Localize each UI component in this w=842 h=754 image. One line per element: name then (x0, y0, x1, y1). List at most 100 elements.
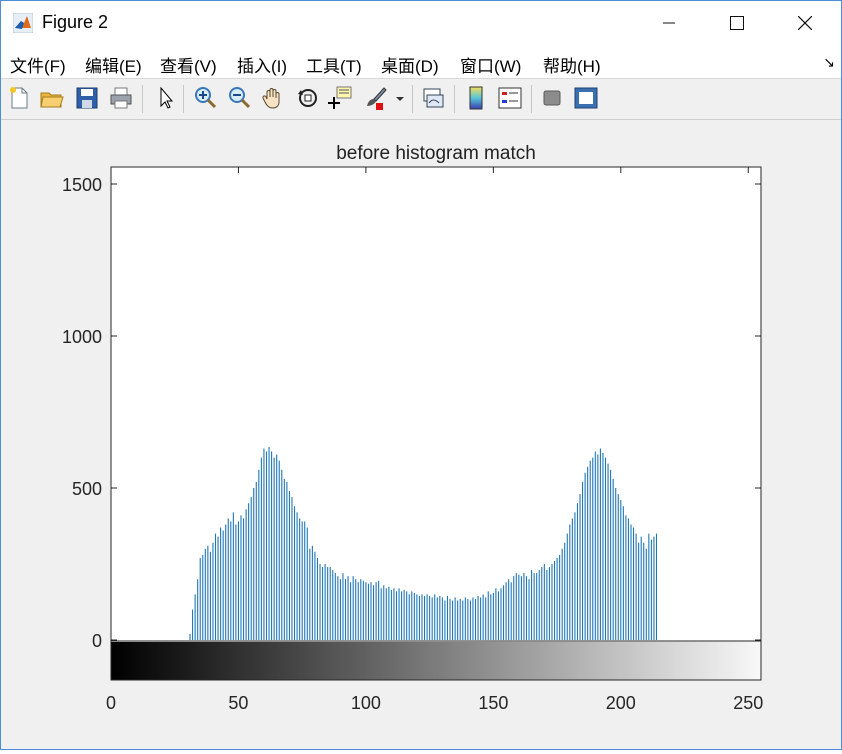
colorbar-segment (603, 642, 607, 680)
colorbar-segment (438, 642, 442, 680)
colorbar-segment (443, 642, 447, 680)
colorbar-segment (380, 642, 384, 680)
colorbar-segment (385, 642, 389, 680)
pan-hand-icon[interactable] (260, 85, 286, 111)
colorbar-segment (210, 642, 214, 680)
link-plot-icon[interactable] (420, 85, 446, 111)
colorbar-segment (288, 642, 292, 680)
colorbar-segment (537, 642, 541, 680)
colorbar-segment (682, 642, 686, 680)
colorbar-segment (212, 642, 216, 680)
menu-window[interactable]: 窗口(W) (460, 57, 522, 76)
colorbar-icon[interactable] (463, 85, 489, 111)
colorbar-segment (164, 642, 168, 680)
colorbar-segment (321, 642, 325, 680)
colorbar-segment (225, 642, 229, 680)
colorbar-segment (303, 642, 308, 680)
menu-view[interactable]: 查看(V) (160, 57, 217, 76)
colorbar-segment (611, 642, 615, 680)
x-tick-label: 150 (478, 693, 508, 713)
colorbar-segment (202, 642, 206, 680)
histogram-chart[interactable]: before histogram match 0 500 1000 1500 0 50 1… (1, 120, 841, 749)
colorbar-segment (608, 642, 612, 680)
legend-icon[interactable] (497, 85, 523, 111)
zoom-out-icon[interactable] (226, 85, 252, 111)
data-cursor-icon[interactable] (327, 85, 353, 111)
open-folder-icon[interactable] (39, 85, 65, 111)
colorbar-segment (590, 642, 595, 680)
menu-dock-arrow-icon[interactable]: ↘ (823, 54, 835, 70)
colorbar-segment (616, 642, 620, 680)
rotate-3d-icon[interactable] (294, 85, 320, 111)
chart-title: before histogram match (336, 143, 536, 164)
colorbar-segment (717, 642, 721, 680)
colorbar-segment (705, 642, 709, 680)
minimize-button[interactable] (637, 1, 701, 45)
colorbar-segment (575, 642, 579, 680)
colorbar-segment (496, 642, 501, 680)
y-tick-label: 1500 (62, 175, 102, 195)
colorbar-segment (730, 642, 734, 680)
colorbar-segment (593, 642, 597, 680)
colorbar-segment (458, 642, 462, 680)
colorbar-segment (408, 642, 412, 680)
colorbar-segment (113, 642, 117, 680)
colorbar-segment (339, 642, 343, 680)
colorbar-segment (413, 642, 417, 680)
colorbar-segment (504, 642, 508, 680)
colorbar-segment (293, 642, 297, 680)
colorbar-segment (395, 642, 399, 680)
menu-desktop[interactable]: 桌面(D) (381, 57, 439, 76)
colorbar-segment (204, 642, 209, 680)
colorbar-segment (410, 642, 414, 680)
colorbar-segment (336, 642, 341, 680)
menu-tools[interactable]: 工具(T) (306, 57, 362, 76)
colorbar-segment (215, 642, 219, 680)
new-file-icon[interactable] (6, 85, 32, 111)
menu-help[interactable]: 帮助(H) (543, 57, 601, 76)
show-plot-tools-icon[interactable] (573, 85, 599, 111)
colorbar-segment (669, 642, 673, 680)
colorbar-segment (255, 642, 259, 680)
colorbar-segment (755, 642, 760, 680)
colorbar-segment (644, 642, 648, 680)
colorbar-segment (273, 642, 277, 680)
colorbar-segment (446, 642, 450, 680)
colorbar-segment (667, 642, 671, 680)
colorbar-segment (606, 642, 610, 680)
colorbar-segment (573, 642, 577, 680)
toolbar (1, 79, 841, 120)
close-button[interactable] (773, 1, 837, 45)
brush-icon[interactable] (362, 85, 388, 111)
colorbar-segment (187, 642, 191, 680)
colorbar-segment (319, 642, 323, 680)
colorbar-segment (316, 642, 320, 680)
menu-file[interactable]: 文件(F) (10, 57, 66, 76)
y-tick-label: 500 (72, 479, 102, 499)
grayscale-colorbar (111, 642, 762, 680)
save-icon[interactable] (74, 85, 100, 111)
colorbar-segment (710, 642, 714, 680)
colorbar-segment (263, 642, 267, 680)
print-icon[interactable] (108, 85, 134, 111)
brush-dropdown-icon[interactable] (394, 85, 406, 111)
colorbar-segment (499, 642, 503, 680)
maximize-button[interactable] (705, 1, 769, 45)
colorbar-segment (111, 642, 115, 680)
colorbar-segment (359, 642, 363, 680)
colorbar-segment (529, 642, 534, 680)
colorbar-segment (354, 642, 358, 680)
colorbar-segment (677, 642, 681, 680)
colorbar-segment (402, 642, 407, 680)
colorbar-segment (514, 642, 518, 680)
zoom-in-icon[interactable] (192, 85, 218, 111)
menu-edit[interactable]: 编辑(E) (85, 57, 142, 76)
toolbar-separator (142, 85, 143, 113)
colorbar-segment (545, 642, 549, 680)
menu-insert[interactable]: 插入(I) (237, 57, 288, 76)
colorbar-segment (532, 642, 536, 680)
colorbar-segment (651, 642, 655, 680)
pointer-icon[interactable] (153, 85, 179, 111)
colorbar-segment (220, 642, 224, 680)
hide-plot-tools-icon[interactable] (539, 85, 565, 111)
